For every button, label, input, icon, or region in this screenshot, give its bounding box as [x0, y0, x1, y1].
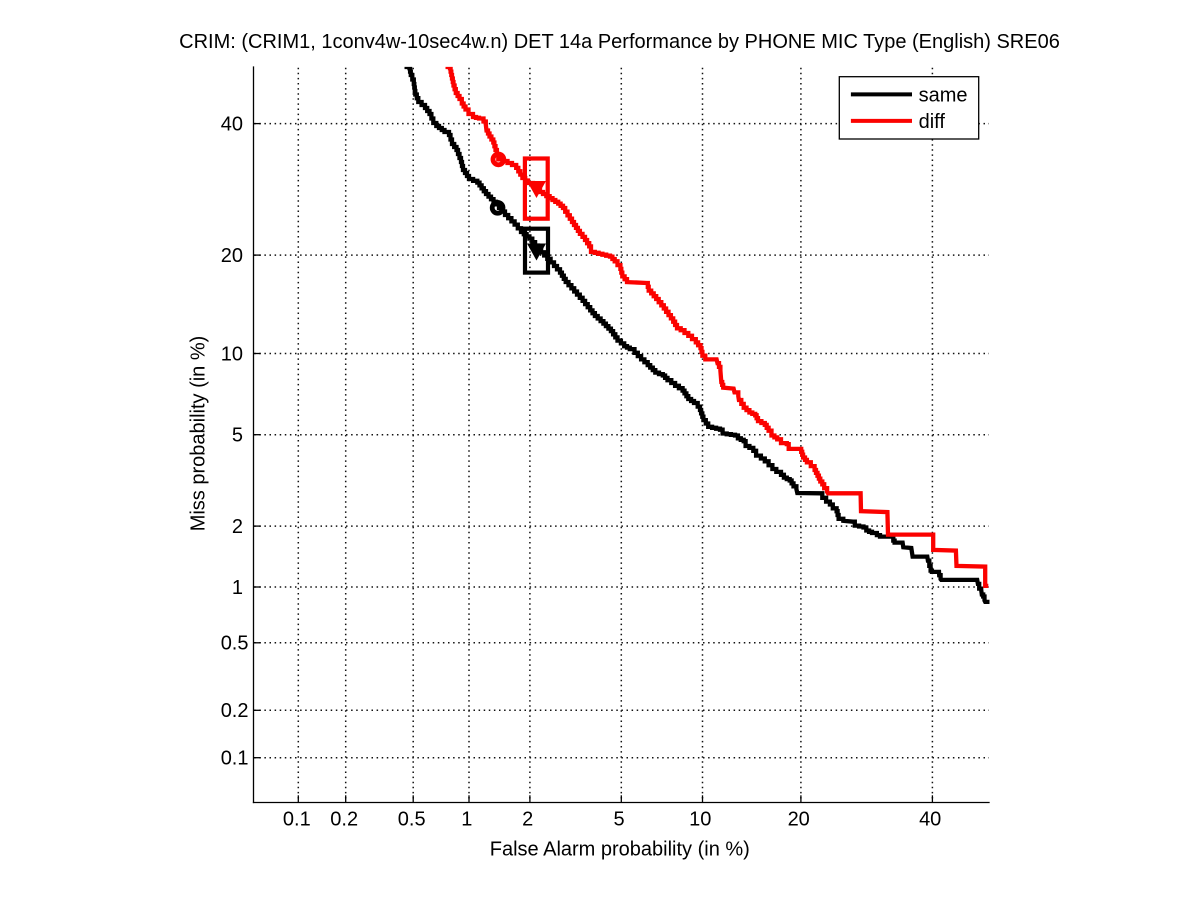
svg-text:10: 10	[221, 343, 243, 365]
svg-text:5: 5	[232, 425, 243, 447]
svg-text:same: same	[919, 85, 968, 107]
svg-text:diff: diff	[919, 111, 946, 133]
svg-text:0.2: 0.2	[330, 808, 358, 830]
svg-text:20: 20	[221, 245, 243, 267]
svg-text:2: 2	[232, 516, 243, 538]
svg-text:0.2: 0.2	[221, 700, 249, 722]
svg-text:False Alarm probability (in %): False Alarm probability (in %)	[490, 839, 750, 861]
svg-text:0.5: 0.5	[398, 808, 426, 830]
svg-text:Miss probability (in %): Miss probability (in %)	[188, 336, 210, 532]
svg-text:10: 10	[689, 808, 711, 830]
svg-text:5: 5	[614, 808, 625, 830]
svg-text:0.5: 0.5	[221, 633, 249, 655]
svg-text:40: 40	[919, 808, 941, 830]
svg-text:40: 40	[221, 114, 243, 136]
svg-text:2: 2	[522, 808, 533, 830]
svg-text:1: 1	[461, 808, 472, 830]
svg-text:20: 20	[788, 808, 810, 830]
svg-text:1: 1	[232, 577, 243, 599]
svg-text:0.1: 0.1	[221, 748, 249, 770]
svg-text:0.1: 0.1	[283, 808, 311, 830]
svg-text:CRIM: (CRIM1, 1conv4w-10sec4w.: CRIM: (CRIM1, 1conv4w-10sec4w.n) DET 14a…	[179, 31, 1060, 53]
